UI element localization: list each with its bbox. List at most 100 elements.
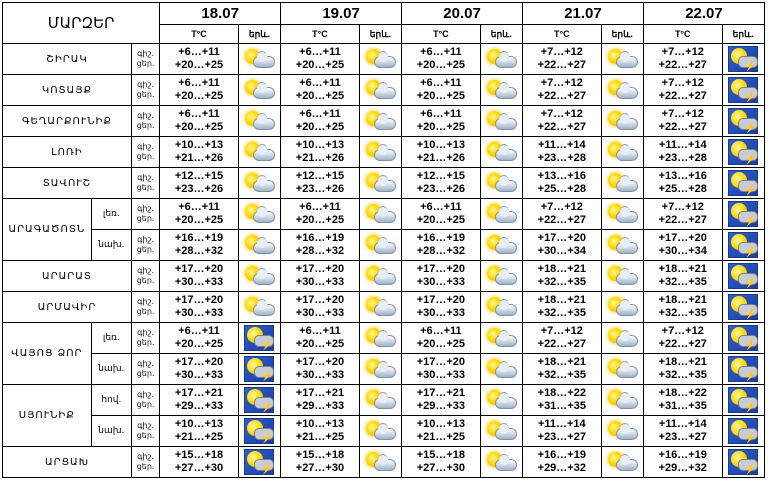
day-temp: +30…+33 bbox=[174, 276, 224, 288]
day-temp: +22…+27 bbox=[658, 214, 707, 226]
day-temp: +21…+25 bbox=[174, 431, 224, 443]
weather-cell bbox=[479, 353, 524, 385]
sub-region-name: հով. bbox=[90, 384, 132, 416]
table-row: նախ. գիշ. ցեր. +17…+20 +30…+33 ⚡ +17…+20 +30…+3… bbox=[3, 353, 766, 385]
temperature-cell: +11…+14 +23…+28 bbox=[522, 136, 602, 168]
partly-cloudy-icon bbox=[362, 418, 398, 444]
night-temp: +18…+21 bbox=[658, 356, 707, 368]
temperature-cell: +12…+15 +23…+26 bbox=[159, 167, 239, 199]
weather-cell: ⚡ bbox=[721, 322, 766, 354]
partly-cloudy-icon bbox=[483, 356, 519, 382]
night-temp: +16…+19 bbox=[416, 232, 466, 244]
day-temp: +22…+27 bbox=[658, 90, 707, 102]
thunderstorm-icon: ⚡ bbox=[728, 108, 759, 134]
partly-cloudy-icon bbox=[604, 263, 640, 289]
partly-cloudy-icon bbox=[604, 77, 640, 103]
night-temp: +7…+12 bbox=[661, 325, 704, 337]
thunderstorm-icon: ⚡ bbox=[244, 356, 275, 382]
night-temp: +17…+21 bbox=[416, 387, 466, 399]
day-temp: +23…+27 bbox=[658, 431, 707, 443]
partly-cloudy-icon bbox=[241, 108, 277, 134]
temperature-cell: +11…+14 +23…+27 bbox=[522, 415, 602, 447]
night-temp: +10…+13 bbox=[416, 139, 466, 151]
day-temp: +23…+28 bbox=[537, 152, 586, 164]
day-temp: +22…+27 bbox=[658, 121, 707, 133]
night-temp: +17…+20 bbox=[416, 294, 466, 306]
temperature-cell: +18…+22 +31…+35 bbox=[522, 384, 602, 416]
day-temp: +20…+25 bbox=[174, 90, 224, 102]
day-temp: +23…+26 bbox=[295, 183, 345, 195]
day-temp: +30…+33 bbox=[416, 276, 466, 288]
region-name: ԱՐԱԳԱԾՈՏՆ bbox=[2, 198, 92, 261]
night-temp: +18…+21 bbox=[658, 294, 707, 306]
day-temp: +20…+25 bbox=[416, 90, 466, 102]
temp-header: T°C bbox=[280, 24, 360, 44]
night-temp: +12…+15 bbox=[174, 170, 224, 182]
night-temp: +7…+12 bbox=[540, 77, 583, 89]
night-temp: +13…+16 bbox=[658, 170, 707, 182]
thunderstorm-icon: ⚡ bbox=[728, 356, 759, 382]
partly-cloudy-icon bbox=[241, 263, 277, 289]
night-label: գիշ. bbox=[137, 142, 155, 151]
temperature-cell: +6…+11 +20…+25 bbox=[159, 43, 239, 75]
temperature-cell: +7…+12 +22…+27 bbox=[642, 74, 723, 106]
weather-cell: ⚡ bbox=[721, 198, 766, 230]
temperature-cell: +10…+13 +21…+26 bbox=[159, 136, 239, 168]
night-temp: +16…+19 bbox=[658, 449, 707, 461]
weather-cell: ⚡ bbox=[237, 384, 282, 416]
day-temp: +23…+27 bbox=[537, 431, 586, 443]
night-temp: +11…+14 bbox=[537, 139, 586, 151]
temperature-cell: +17…+20 +30…+34 bbox=[642, 229, 723, 261]
weather-cell bbox=[237, 136, 282, 168]
weather-cell bbox=[600, 260, 644, 292]
temperature-cell: +6…+11 +20…+25 bbox=[280, 322, 360, 354]
table-row: ԱՐԱԳԱԾՈՏՆ լեռ. գիշ. ցեր. +6…+11 +20…+25 +6…+11… bbox=[2, 198, 766, 261]
weather-cell: ⚡ bbox=[721, 43, 766, 75]
night-temp: +6…+11 bbox=[299, 77, 341, 89]
region-name: ՍՅՈՒՆԻՔ bbox=[2, 384, 92, 447]
day-temp: +29…+32 bbox=[658, 462, 707, 474]
day-temp: +22…+27 bbox=[537, 214, 586, 226]
temperature-cell: +10…+13 +21…+26 bbox=[401, 136, 481, 168]
period-labels: գիշ. ցեր. bbox=[130, 136, 161, 168]
temperature-cell: +16…+19 +28…+32 bbox=[401, 229, 481, 261]
temperature-cell: +15…+18 +27…+30 bbox=[159, 446, 239, 478]
weather-cell bbox=[237, 229, 282, 261]
day-temp: +28…+32 bbox=[295, 245, 345, 257]
night-temp: +12…+15 bbox=[295, 170, 345, 182]
table-row: ԱՐԱՐԱՏ գիշ. ցեր. +17…+20 +30…+33 +17…+20 +30…+… bbox=[2, 260, 766, 292]
day-temp: +21…+26 bbox=[295, 152, 345, 164]
night-temp: +17…+20 bbox=[416, 356, 466, 368]
day-temp: +21…+25 bbox=[295, 431, 345, 443]
partly-cloudy-icon bbox=[483, 232, 519, 258]
day-temp: +21…+26 bbox=[416, 152, 466, 164]
day-label: ցեր. bbox=[136, 369, 155, 378]
weather-cell bbox=[358, 291, 403, 323]
day-temp: +28…+32 bbox=[416, 245, 466, 257]
night-temp: +15…+18 bbox=[295, 449, 345, 461]
period-labels: գիշ. ցեր. bbox=[130, 167, 161, 199]
day-temp: +32…+35 bbox=[658, 276, 707, 288]
weather-cell: ⚡ bbox=[721, 384, 766, 416]
thunderstorm-icon: ⚡ bbox=[728, 170, 759, 196]
weather-cell bbox=[358, 322, 403, 354]
day-temp: +30…+34 bbox=[537, 245, 586, 257]
partly-cloudy-icon bbox=[241, 46, 277, 72]
day-temp: +25…+28 bbox=[537, 183, 586, 195]
weather-cell bbox=[600, 446, 644, 478]
partly-cloudy-icon bbox=[362, 77, 398, 103]
night-temp: +17…+20 bbox=[537, 232, 586, 244]
day-temp: +32…+35 bbox=[537, 307, 586, 319]
night-temp: +16…+19 bbox=[537, 449, 586, 461]
thunderstorm-icon: ⚡ bbox=[244, 387, 275, 413]
weather-cell bbox=[237, 260, 282, 292]
day-temp: +27…+30 bbox=[295, 462, 345, 474]
day-temp: +29…+33 bbox=[174, 400, 224, 412]
partly-cloudy-icon bbox=[604, 139, 640, 165]
day-temp: +20…+25 bbox=[295, 121, 345, 133]
partly-cloudy-icon bbox=[362, 108, 398, 134]
weather-cell bbox=[479, 446, 524, 478]
region-name: ԳԵՂԱՐՔՈՒՆԻՔ bbox=[2, 105, 132, 137]
weather-cell bbox=[358, 167, 403, 199]
day-label: ցեր. bbox=[136, 59, 155, 68]
